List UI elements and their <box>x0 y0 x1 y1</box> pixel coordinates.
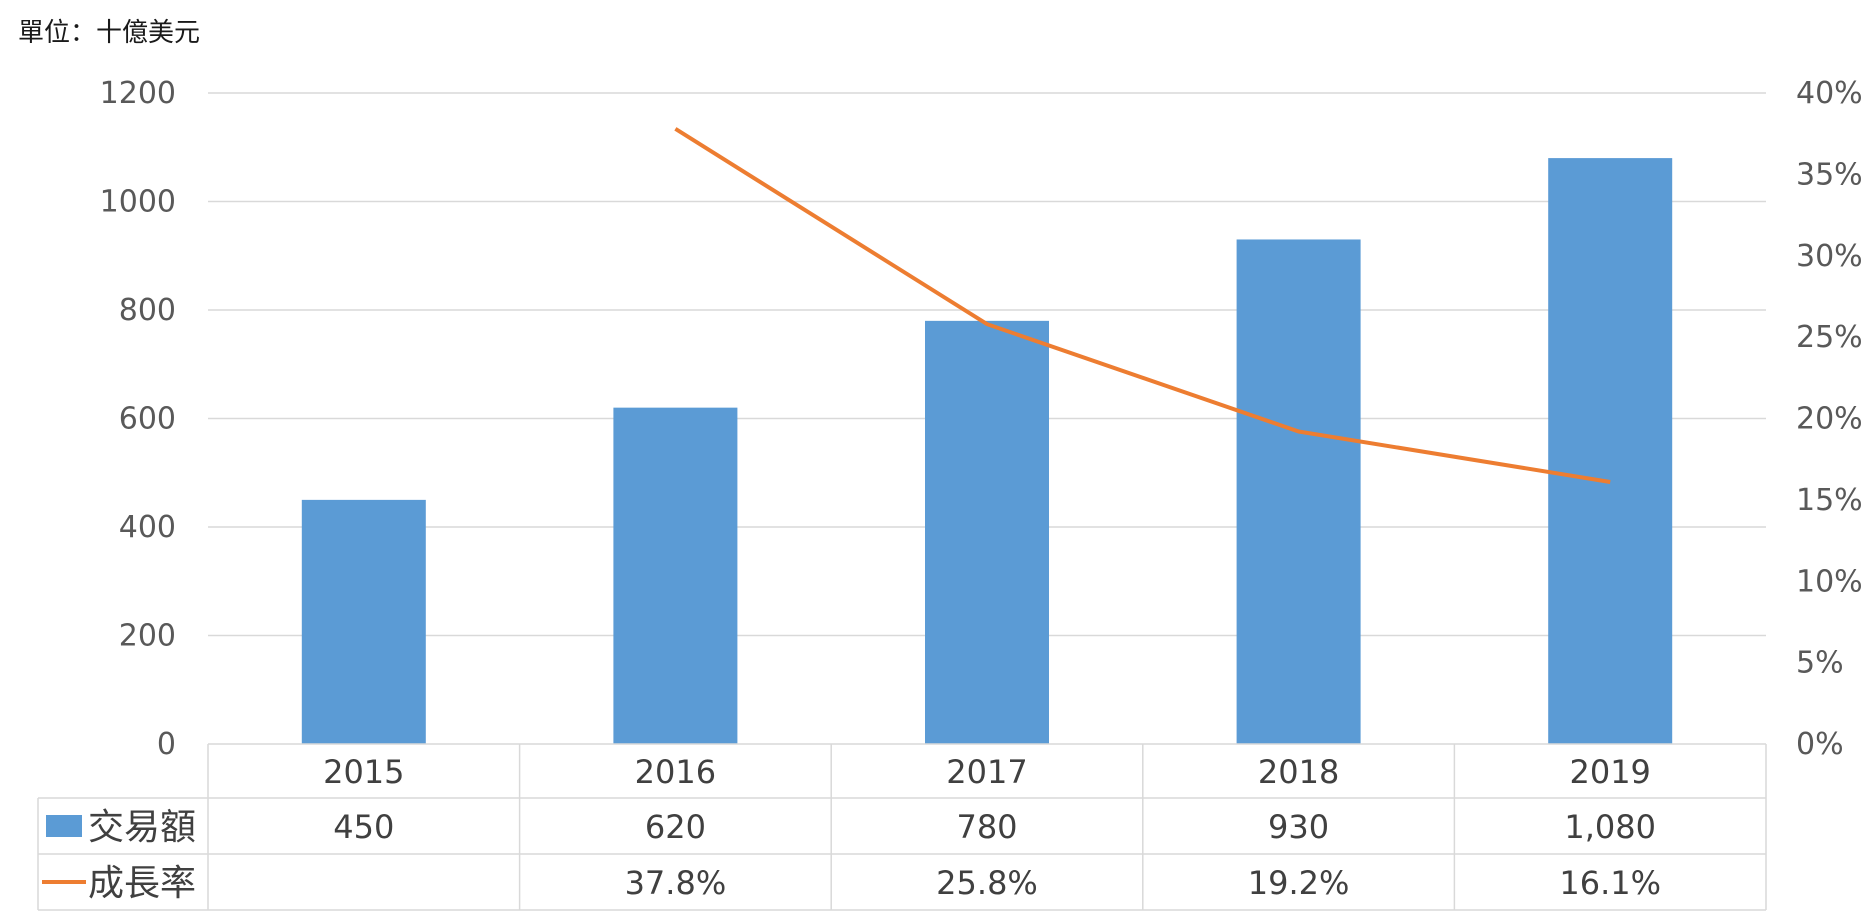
bar <box>301 499 426 744</box>
data-label: 780 <box>956 808 1017 846</box>
category-label: 2018 <box>1258 753 1339 791</box>
left-tick-label: 1000 <box>100 185 176 220</box>
unit-label: 單位：十億美元 <box>18 18 201 48</box>
left-tick-label: 400 <box>119 510 176 545</box>
legend-label-bar: 交易額 <box>88 807 196 848</box>
right-tick-label: 10% <box>1796 564 1863 599</box>
legend-label-line: 成長率 <box>88 863 196 904</box>
left-tick-label: 600 <box>119 402 176 437</box>
right-tick-label: 0% <box>1796 727 1844 762</box>
right-tick-label: 20% <box>1796 402 1863 437</box>
left-tick-label: 200 <box>119 619 176 654</box>
data-label: 37.8% <box>625 864 727 902</box>
data-label: 930 <box>1268 808 1329 846</box>
data-label: 1,080 <box>1564 808 1656 846</box>
bar <box>925 320 1049 744</box>
bar-series <box>301 158 1673 745</box>
data-label: 25.8% <box>936 864 1038 902</box>
right-tick-label: 5% <box>1796 646 1844 681</box>
right-tick-label: 30% <box>1796 239 1863 274</box>
growth-line <box>674 127 1611 484</box>
category-label: 2015 <box>323 753 404 791</box>
category-label: 2019 <box>1569 753 1650 791</box>
left-y-axis: 0 200 400 600 800 1000 1200 <box>100 76 176 762</box>
bar <box>613 407 738 744</box>
line-series <box>674 127 1611 484</box>
category-label: 2017 <box>946 753 1027 791</box>
data-label: 620 <box>645 808 706 846</box>
left-tick-label: 0 <box>157 727 176 762</box>
right-tick-label: 15% <box>1796 483 1863 518</box>
right-tick-label: 25% <box>1796 320 1863 355</box>
legend-swatch-bar <box>46 815 82 837</box>
category-label: 2016 <box>635 753 716 791</box>
data-label: 450 <box>333 808 394 846</box>
data-label: 16.1% <box>1559 864 1661 902</box>
data-label: 19.2% <box>1248 864 1350 902</box>
bar <box>1548 158 1673 745</box>
left-tick-label: 1200 <box>100 76 176 111</box>
right-tick-label: 40% <box>1796 76 1863 111</box>
left-tick-label: 800 <box>119 293 176 328</box>
bar <box>1236 239 1361 744</box>
data-table: 2015 2016 2017 2018 2019 交易額 450 620 780 930 1,080… <box>37 743 1767 911</box>
right-tick-label: 35% <box>1796 157 1863 192</box>
right-y-axis: 0% 5% 10% 15% 20% 25% 30% 35% 40% <box>1796 76 1863 762</box>
